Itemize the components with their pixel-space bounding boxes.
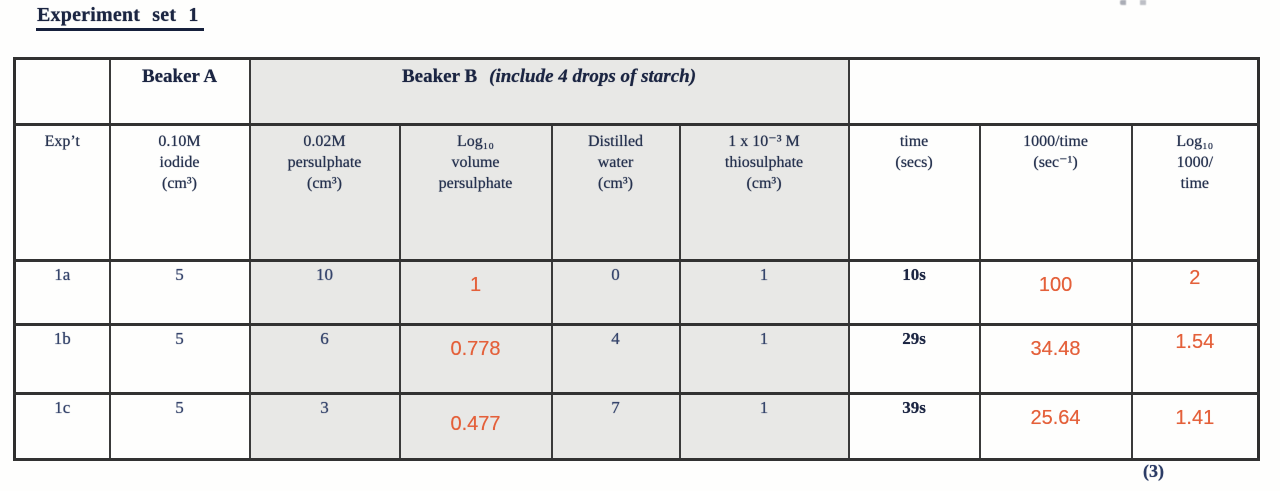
corner-cell (13, 57, 111, 126)
column-header-row: Exp’t 0.10M iodide (cm³) 0.02M persulpha… (13, 123, 1260, 262)
table-row-1a: 1a 5 10 1 0 1 10s 100 2 (13, 259, 1260, 326)
header-cell-thiosulphate: 1 x 10⁻³ M thiosulphate (cm³) (678, 123, 850, 262)
row-1b-time: 29s (847, 323, 981, 395)
row-1c-log-volume-answer: 0.477 (398, 392, 553, 461)
row-1b-thiosulphate: 1 (678, 323, 850, 395)
row-1a-log-volume-answer: 1 (398, 259, 553, 326)
row-1c-exp: 1c (13, 392, 111, 461)
row-1b-log-volume-answer: 0.778 (398, 323, 553, 395)
row-1b-water: 4 (550, 323, 681, 395)
table-row-1b: 1b 5 6 0.778 4 1 29s 34.48 1.54 (13, 323, 1260, 395)
row-1b-persulphate: 6 (248, 323, 401, 395)
row-1a-thiosulphate: 1 (678, 259, 850, 326)
header-cell-log-volume: Log₁₀ volume persulphate (398, 123, 553, 262)
header-cell-water: Distilled water (cm³) (550, 123, 681, 262)
scan-artifact (1120, 0, 1170, 5)
header-cell-iodide: 0.10M iodide (cm³) (108, 123, 251, 262)
marks-badge: (3) (1143, 461, 1164, 481)
row-1a-iodide: 5 (108, 259, 251, 326)
beaker-b-label: Beaker B (402, 66, 478, 87)
header-cell-rate: 1000/time (sec⁻¹) (978, 123, 1133, 262)
row-1c-thiosulphate: 1 (678, 392, 850, 461)
row-1c-water: 7 (550, 392, 681, 461)
header-cell-persulphate: 0.02M persulphate (cm³) (248, 123, 401, 262)
row-1b-log-rate-answer: 1.54 (1130, 323, 1260, 395)
row-1b-exp: 1b (13, 323, 111, 395)
page-title: Experiment set 1 (36, 4, 204, 31)
header-cell-expt: Exp’t (13, 123, 111, 262)
row-1a-persulphate: 10 (248, 259, 401, 326)
row-1b-rate-answer: 34.48 (978, 323, 1133, 395)
row-1a-log-rate-answer: 2 (1130, 259, 1260, 326)
header-cell-log-rate: Log₁₀ 1000/ time (1130, 123, 1260, 262)
row-1a-rate-answer: 100 (978, 259, 1133, 326)
row-1c-persulphate: 3 (248, 392, 401, 461)
row-1a-time: 10s (847, 259, 981, 326)
row-1c-log-rate-answer: 1.41 (1130, 392, 1260, 461)
table-row-1c: 1c 5 3 0.477 7 1 39s 25.64 1.41 (13, 392, 1260, 461)
row-1c-iodide: 5 (108, 392, 251, 461)
experiment-table: Beaker A Beaker B (include 4 drops of sta… (13, 57, 1261, 461)
row-1a-exp: 1a (13, 259, 111, 326)
row-1a-water: 0 (550, 259, 681, 326)
beaker-a-header: Beaker A (108, 57, 251, 126)
row-1c-time: 39s (847, 392, 981, 461)
header-cell-time: time (secs) (847, 123, 981, 262)
row-1c-rate-answer: 25.64 (978, 392, 1133, 461)
beaker-b-header: Beaker B (include 4 drops of starch) (248, 57, 850, 126)
results-header-cell (847, 57, 1260, 126)
group-header-row: Beaker A Beaker B (include 4 drops of sta… (13, 57, 1260, 126)
beaker-b-note: (include 4 drops of starch) (489, 66, 697, 87)
row-1b-iodide: 5 (108, 323, 251, 395)
